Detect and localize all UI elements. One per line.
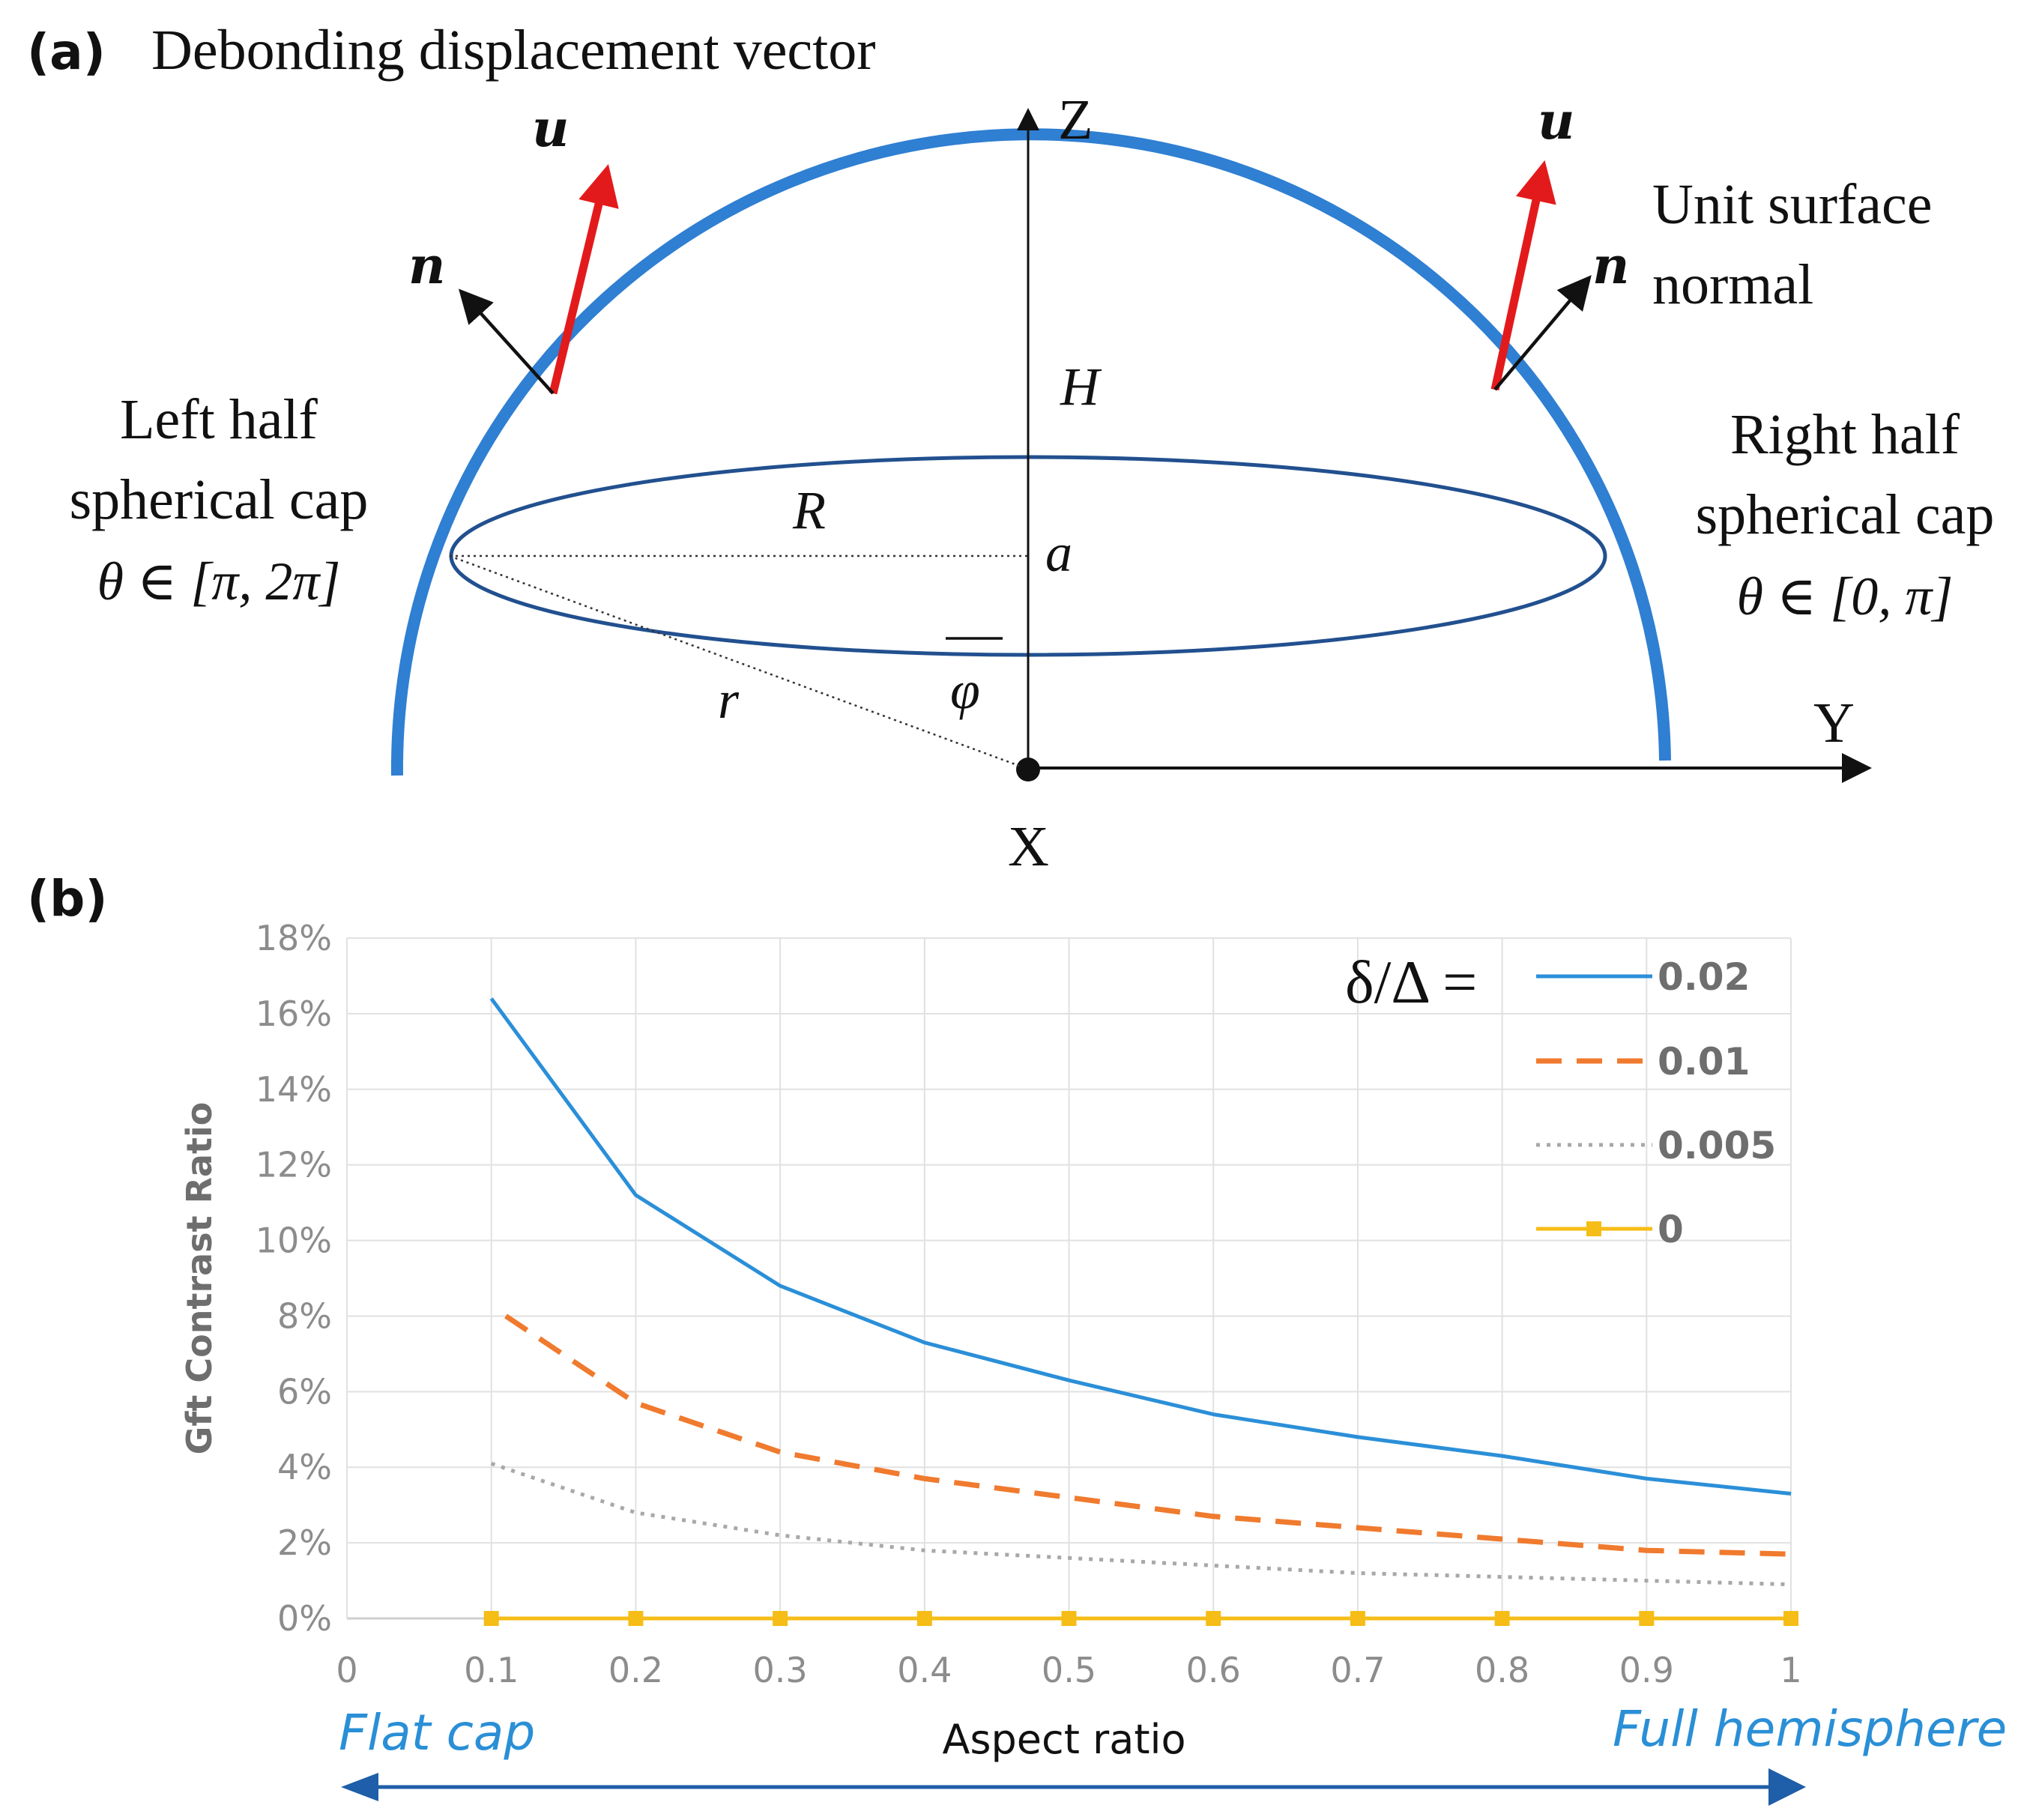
x-tick-label: 0 (336, 1650, 357, 1690)
aspect-range-arrow-left-head (341, 1773, 378, 1801)
left-n-vector (458, 288, 555, 395)
y-tick-label: 8% (277, 1296, 332, 1336)
y-tick-label: 10% (256, 1221, 332, 1261)
flat-cap-label: Flat cap (339, 1704, 535, 1762)
series-marker-0 (773, 1611, 788, 1626)
left-cap-line1: Left half (120, 388, 318, 451)
y-axis-title: Gft Contrast Ratio (179, 1102, 220, 1455)
axis-x-label: X (1008, 815, 1049, 878)
x-tick-label: 0.7 (1330, 1650, 1385, 1690)
series-marker-0 (1061, 1611, 1077, 1626)
panel-b-label: (b) (27, 870, 108, 928)
panel-a: (a) Debonding displacement vector Z Y X … (27, 19, 1994, 878)
height-symbol-H: H (1060, 357, 1102, 417)
x-tick-label: 1 (1780, 1650, 1801, 1690)
normal-label-line2: normal (1652, 253, 1813, 316)
legend-title: δ/Δ = (1345, 948, 1477, 1016)
x-axis-title: Aspect ratio (942, 1716, 1185, 1763)
panel-a-title: Debonding displacement vector (151, 19, 876, 82)
series-line-0-005 (490, 1461, 1792, 1587)
series-marker-0 (1494, 1611, 1510, 1626)
y-tick-label: 14% (256, 1069, 332, 1110)
left-u-vector (549, 163, 619, 395)
legend-label-0: 0 (1658, 1208, 1684, 1251)
legend-swatch-marker (1586, 1221, 1601, 1236)
chart-legend: δ/Δ = 0.02 0.01 0.005 0 (1345, 948, 1776, 1251)
y-tick-label: 12% (256, 1145, 332, 1185)
normal-label-line1: Unit surface (1652, 173, 1933, 236)
panel-a-label: (a) (27, 23, 106, 81)
series-marker-0 (628, 1611, 644, 1626)
x-tick-label: 0.5 (1042, 1650, 1096, 1690)
radius-r-line (449, 554, 1020, 767)
series-line-0-02 (489, 997, 1792, 1496)
radius-symbol-a: a (1045, 523, 1072, 583)
x-tick-label: 0.4 (897, 1650, 952, 1690)
origin-point (1016, 758, 1040, 781)
left-cap-line2: spherical cap (70, 468, 369, 531)
chart-series (483, 997, 1798, 1626)
legend-label-0-02: 0.02 (1658, 955, 1750, 999)
x-tick-label: 0.9 (1619, 1650, 1674, 1690)
radius-symbol-r: r (718, 670, 740, 730)
legend-label-0-005: 0.005 (1658, 1124, 1776, 1167)
y-tick-label: 6% (277, 1371, 332, 1412)
axis-y-label: Y (1813, 692, 1855, 755)
series-line-0-01 (504, 1313, 1792, 1557)
radius-symbol-R: R (792, 480, 826, 540)
right-u-label: u (1538, 91, 1574, 151)
x-tick-label: 0.1 (464, 1650, 519, 1690)
x-tick-label: 0.8 (1475, 1650, 1529, 1690)
series-marker-0 (483, 1611, 499, 1626)
full-hemisphere-label: Full hemisphere (1613, 1700, 2007, 1758)
right-n-label: n (1592, 236, 1629, 296)
left-u-label: u (532, 99, 569, 159)
legend-label-0-01: 0.01 (1658, 1040, 1750, 1083)
right-cap-line2: spherical cap (1696, 483, 1995, 546)
spherical-cap-outline (390, 128, 1671, 776)
line-chart: 0%2%4%6%8%10%12%14%16%18% 0 0.1 0.2 0.3 0.4 0… (179, 918, 1802, 1763)
series-marker-0 (1206, 1611, 1221, 1626)
series-marker-0 (1350, 1611, 1365, 1626)
y-tick-label: 0% (277, 1598, 332, 1639)
y-tick-label: 4% (277, 1447, 332, 1487)
x-tick-label: 0.2 (608, 1650, 663, 1690)
series-marker-0 (916, 1611, 932, 1626)
axis-z-label: Z (1058, 88, 1093, 151)
x-tick-label: 0.6 (1186, 1650, 1241, 1690)
y-tick-label: 2% (277, 1523, 332, 1563)
angle-symbol-phi: φ (950, 660, 980, 720)
x-tick-label: 0.3 (753, 1650, 808, 1690)
left-cap-theta-range: θ ∈ [π, 2π] (97, 551, 341, 611)
chart-grid (346, 937, 1792, 1620)
series-marker-0 (1639, 1611, 1655, 1626)
right-u-vector (1490, 160, 1556, 391)
y-tick-label: 16% (256, 994, 332, 1034)
x-tick-labels: 0 0.1 0.2 0.3 0.4 0.5 0.6 0.7 0.8 0.9 1 (336, 1650, 1801, 1690)
y-tick-labels: 0% 2% 4% 6% 8% 10% 12% 14% 16% 18% (256, 918, 332, 1639)
right-cap-line1: Right half (1730, 403, 1960, 466)
panel-b: (b) 0% 2% 4% 6% 8% 10% 12% 14% 16% 18% 0 0.1 0.2 0.3… (27, 870, 2007, 1806)
series-marker-0 (1783, 1611, 1798, 1626)
y-tick-label: 18% (256, 918, 332, 958)
left-n-label: n (408, 236, 445, 296)
right-n-vector (1493, 275, 1592, 391)
right-cap-theta-range: θ ∈ [0, π] (1737, 566, 1954, 626)
